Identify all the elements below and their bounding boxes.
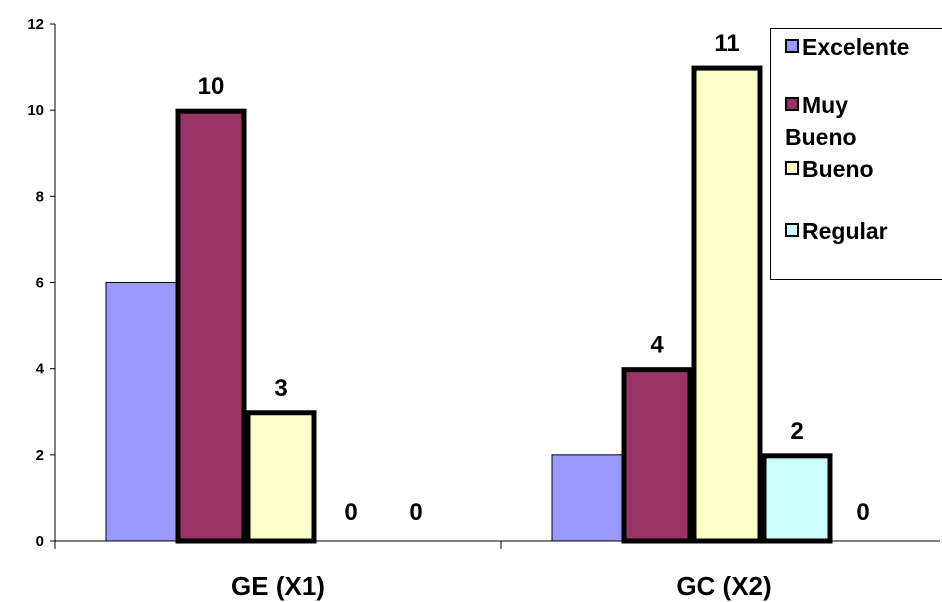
category-label: GC (X2): [676, 571, 771, 601]
y-tick-label: 8: [36, 188, 44, 205]
legend-item: Excelente: [785, 31, 909, 63]
bar: [551, 454, 623, 542]
y-tick-label: 12: [27, 16, 44, 33]
legend-label: Excelente: [802, 34, 910, 60]
y-tick-label: 4: [36, 361, 45, 378]
y-tick-label: 6: [36, 275, 44, 292]
category-label: GE (X1): [231, 571, 325, 601]
legend-swatch: [785, 97, 799, 111]
data-label: 3: [274, 375, 287, 402]
bars: [105, 65, 833, 544]
y-tick-label: 2: [36, 447, 44, 464]
legend-swatch: [785, 161, 799, 175]
data-label: 0: [409, 499, 422, 526]
data-label: 0: [344, 499, 357, 526]
x-axis: GE (X1) GC (X2): [54, 540, 940, 601]
data-label: 4: [650, 332, 664, 359]
bar: [691, 65, 763, 544]
legend-item: Bueno: [785, 153, 874, 185]
bar: [245, 410, 317, 544]
legend: Excelente Muy Bueno Bueno Regular: [770, 28, 942, 280]
y-tick-label: 0: [36, 533, 44, 550]
legend-label: Bueno: [802, 156, 874, 182]
data-labels: 10 4 3 11 0 2 0 0: [198, 30, 870, 526]
data-label: 11: [714, 30, 739, 57]
data-label: 10: [198, 73, 225, 100]
legend-label: Muy Bueno: [785, 92, 857, 150]
bar: [761, 453, 833, 544]
data-label: 0: [856, 499, 869, 526]
legend-swatch: [785, 39, 799, 53]
legend-item: Muy Bueno: [785, 89, 875, 153]
legend-label: Regular: [802, 218, 888, 244]
legend-swatch: [785, 223, 799, 237]
y-tick-label: 10: [27, 102, 44, 119]
y-axis: 0 2 4 6 8 10 12: [27, 16, 56, 550]
bar: [175, 108, 247, 544]
bar: [105, 282, 177, 542]
bar: [621, 367, 693, 544]
legend-item: Regular: [785, 215, 888, 247]
data-label: 2: [790, 418, 803, 445]
